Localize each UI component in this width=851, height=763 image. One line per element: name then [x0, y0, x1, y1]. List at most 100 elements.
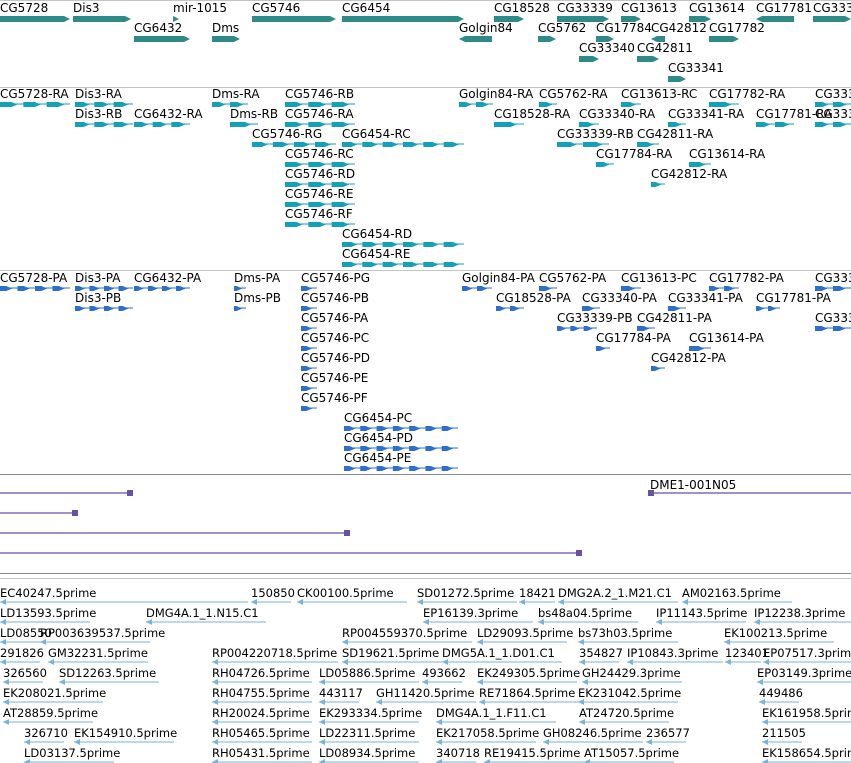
- protein-exon[interactable]: [344, 426, 356, 431]
- est-label[interactable]: RH05431.5prime: [212, 746, 310, 760]
- protein-exon[interactable]: [768, 306, 777, 311]
- est-label[interactable]: 340718: [436, 746, 480, 760]
- transcript-exon[interactable]: [423, 262, 439, 267]
- est-label[interactable]: RH04726.5prime: [212, 666, 310, 680]
- transcript-exon[interactable]: [689, 162, 706, 167]
- gene-label[interactable]: CG33339: [557, 1, 613, 15]
- transcript-label[interactable]: CG33341-RA: [668, 107, 745, 121]
- protein-exon[interactable]: [35, 286, 48, 291]
- protein-label[interactable]: CG42812-PA: [651, 351, 726, 365]
- transcript-exon[interactable]: [423, 142, 439, 147]
- protein-exon[interactable]: [833, 286, 846, 291]
- gene-glyph[interactable]: [557, 16, 609, 22]
- protein-label[interactable]: CG5762-PA: [539, 271, 607, 285]
- protein-exon[interactable]: [462, 286, 473, 291]
- est-label[interactable]: RE71864.5prime: [479, 686, 576, 700]
- transcript-exon[interactable]: [285, 202, 303, 207]
- transcript-exon[interactable]: [443, 262, 459, 267]
- transcript-exon[interactable]: [423, 242, 439, 247]
- protein-exon[interactable]: [392, 466, 405, 471]
- est-label[interactable]: GH11420.5prime: [376, 686, 475, 700]
- transcript-label[interactable]: CG17781-RA: [756, 107, 833, 121]
- est-label[interactable]: GH24429.3prime: [582, 666, 681, 680]
- protein-exon[interactable]: [815, 326, 828, 331]
- transcript-label[interactable]: CG5746-RF: [285, 207, 353, 221]
- protein-exon[interactable]: [104, 306, 115, 311]
- transcript-exon[interactable]: [403, 142, 419, 147]
- transcript-exon[interactable]: [331, 222, 350, 227]
- protein-label[interactable]: Dms-PA: [234, 271, 281, 285]
- protein-exon[interactable]: [376, 426, 388, 431]
- transcript-exon[interactable]: [621, 102, 636, 107]
- transcript-exon[interactable]: [308, 162, 326, 167]
- transcript-label[interactable]: CG5746-RC: [285, 147, 354, 161]
- protein-exon[interactable]: [409, 446, 421, 451]
- est-label[interactable]: EK158654.5prime: [762, 746, 851, 760]
- transcript-exon[interactable]: [171, 122, 186, 127]
- gene-label[interactable]: Dis3: [73, 1, 100, 15]
- transcript-exon[interactable]: [273, 142, 289, 147]
- est-label[interactable]: 18421: [519, 586, 556, 600]
- transcript-exon[interactable]: [23, 102, 41, 107]
- transcript-exon[interactable]: [94, 102, 109, 107]
- protein-exon[interactable]: [689, 346, 705, 351]
- protein-exon[interactable]: [234, 286, 243, 291]
- gene-glyph[interactable]: [252, 16, 336, 22]
- gene-label[interactable]: CG6454: [342, 1, 391, 15]
- gene-glyph[interactable]: [134, 36, 190, 42]
- transcript-exon[interactable]: [459, 102, 472, 107]
- est-label[interactable]: CK00100.5prime: [297, 586, 394, 600]
- transcript-exon[interactable]: [331, 122, 350, 127]
- protein-exon[interactable]: [360, 466, 372, 471]
- transcript-exon[interactable]: [113, 102, 129, 107]
- gene-label[interactable]: CG33340: [579, 41, 635, 55]
- gene-label[interactable]: Dms: [212, 21, 240, 35]
- protein-exon[interactable]: [301, 366, 313, 371]
- gene-glyph[interactable]: [621, 16, 641, 22]
- protein-exon[interactable]: [668, 306, 681, 311]
- transcript-label[interactable]: CG5746-RB: [285, 87, 355, 101]
- gene-glyph[interactable]: [709, 36, 739, 42]
- gene-glyph[interactable]: [756, 16, 794, 22]
- transcript-exon[interactable]: [94, 122, 109, 127]
- protein-exon[interactable]: [75, 286, 86, 291]
- protein-exon[interactable]: [651, 366, 661, 371]
- est-label[interactable]: AM02163.5prime: [682, 586, 781, 600]
- transcript-exon[interactable]: [596, 162, 610, 167]
- protein-label[interactable]: CG333: [815, 271, 851, 285]
- protein-exon[interactable]: [89, 286, 100, 291]
- transcript-label[interactable]: CG17782-RA: [709, 87, 786, 101]
- transcript-exon[interactable]: [230, 122, 251, 127]
- est-label[interactable]: RP004559370.5prime: [342, 626, 468, 640]
- transcript-label[interactable]: CG333: [815, 107, 851, 121]
- gene-glyph[interactable]: [494, 16, 524, 22]
- transcript-exon[interactable]: [557, 142, 577, 147]
- est-label[interactable]: EK231042.5prime: [578, 686, 682, 700]
- est-label[interactable]: AT28859.5prime: [3, 706, 99, 720]
- transcript-exon[interactable]: [308, 222, 326, 227]
- clone-label[interactable]: DME1-001N05: [650, 478, 737, 492]
- protein-label[interactable]: CG5746-PC: [301, 331, 370, 345]
- protein-exon[interactable]: [596, 346, 606, 351]
- protein-label[interactable]: CG33340-PA: [582, 291, 657, 305]
- est-label[interactable]: LD08934.5prime: [319, 746, 416, 760]
- protein-exon[interactable]: [360, 446, 372, 451]
- transcript-exon[interactable]: [285, 162, 303, 167]
- transcript-exon[interactable]: [403, 242, 419, 247]
- protein-label[interactable]: CG6454-PE: [344, 451, 412, 465]
- gene-label[interactable]: CG13613: [621, 1, 677, 15]
- est-label[interactable]: AT24720.5prime: [579, 706, 675, 720]
- est-label[interactable]: 326710: [24, 726, 68, 740]
- transcript-label[interactable]: CG5762-RA: [539, 87, 608, 101]
- est-label[interactable]: SD12263.5prime: [59, 666, 157, 680]
- protein-label[interactable]: CG5746-PD: [301, 351, 371, 365]
- protein-label[interactable]: Dis3-PA: [75, 271, 121, 285]
- protein-label[interactable]: CG33341-PA: [668, 291, 743, 305]
- est-label[interactable]: RE19415.5prime: [484, 746, 581, 760]
- protein-exon[interactable]: [510, 306, 520, 311]
- est-label[interactable]: LD13593.5prime: [0, 606, 97, 620]
- transcript-exon[interactable]: [668, 122, 682, 127]
- gene-label[interactable]: CG333: [813, 1, 851, 15]
- est-label[interactable]: RP004220718.5prime: [212, 646, 338, 660]
- transcript-exon[interactable]: [308, 182, 326, 187]
